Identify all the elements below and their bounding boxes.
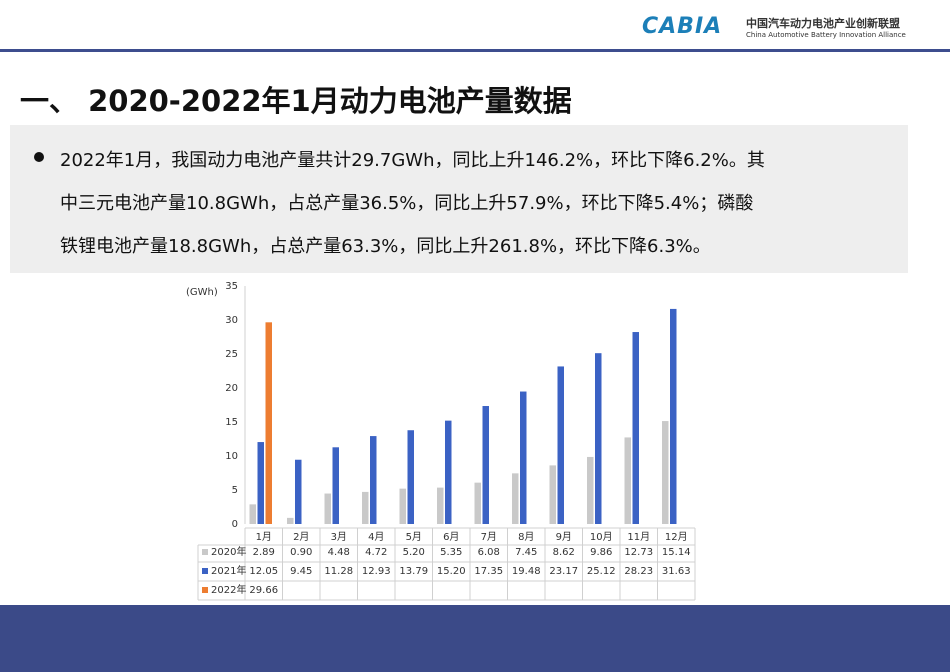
bullet-line: 中三元电池产量10.8GWh，占总产量36.5%，同比上升57.9%，环比下降5… [60, 193, 754, 214]
org-name-en: China Automotive Battery Innovation Alli… [746, 31, 906, 39]
y-tick-label: 30 [225, 315, 238, 326]
table-value: 15.14 [662, 547, 691, 558]
x-tick-label: 12月 [665, 531, 688, 543]
x-tick-label: 8月 [518, 531, 534, 543]
table-value: 12.93 [362, 566, 391, 577]
bullet-dot [34, 152, 44, 162]
table-value: 9.86 [590, 547, 612, 558]
legend-label: 2021年 [211, 564, 246, 577]
table-value: 17.35 [474, 566, 503, 577]
bar [670, 308, 677, 524]
legend-swatch [202, 549, 208, 555]
bar [362, 491, 369, 524]
table-value: 4.72 [365, 547, 387, 558]
bar [624, 437, 631, 524]
bar [474, 482, 481, 524]
table-value: 25.12 [587, 566, 616, 577]
bar [257, 442, 264, 524]
table-value: 6.08 [478, 547, 500, 558]
x-tick-label: 1月 [256, 531, 272, 543]
bar [287, 517, 294, 524]
bar [662, 421, 669, 524]
x-tick-label: 9月 [556, 531, 572, 543]
bar [437, 487, 444, 524]
bar [482, 406, 489, 524]
chart: (GWh) 0 5 10 15 20 25 30 35 1月 2月 3月 4月 5月 6月 7月 8月 9月 10… [186, 281, 696, 601]
x-tick-label: 2月 [293, 531, 309, 543]
y-tick-label: 35 [225, 281, 238, 292]
x-tick-label: 10月 [590, 531, 613, 543]
x-tick-label: 4月 [368, 531, 384, 543]
x-tick-label: 3月 [331, 531, 347, 543]
header-rule [0, 49, 950, 52]
table-value: 19.48 [512, 566, 541, 577]
y-tick-label: 5 [232, 485, 238, 496]
table-value: 2.89 [253, 547, 275, 558]
bar [520, 391, 527, 524]
x-tick-label: 7月 [481, 531, 497, 543]
table-value: 5.20 [403, 547, 425, 558]
table-value: 0.90 [290, 547, 312, 558]
bar [587, 456, 594, 524]
legend-swatch [202, 568, 208, 574]
bar [295, 459, 302, 524]
bar [324, 493, 331, 524]
legend-label: 2020年 [211, 545, 246, 558]
legend-label: 2022年 [211, 583, 246, 596]
table-value: 29.66 [249, 585, 278, 596]
table-value: 12.05 [249, 566, 278, 577]
bar [265, 322, 272, 524]
table-value: 15.20 [437, 566, 466, 577]
slide-title: 一、 2020-2022年1月动力电池产量数据 [20, 84, 572, 118]
bar [399, 488, 406, 524]
footer-band [0, 605, 950, 672]
table-value: 4.48 [328, 547, 350, 558]
bar [632, 332, 639, 524]
org-name: 中国汽车动力电池产业创新联盟 [746, 17, 900, 30]
table-value: 31.63 [662, 566, 691, 577]
table-value: 7.45 [515, 547, 537, 558]
x-tick-label: 5月 [406, 531, 422, 543]
bar [512, 473, 519, 524]
bullet-line: 2022年1月，我国动力电池产量共计29.7GWh，同比上升146.2%，环比下… [60, 150, 765, 171]
y-tick-label: 20 [225, 383, 238, 394]
table-value: 9.45 [290, 566, 312, 577]
summary-box [10, 125, 908, 273]
logo: CABIA [642, 14, 723, 39]
bar [557, 366, 564, 524]
bar [370, 436, 377, 524]
x-tick-label: 6月 [443, 531, 459, 543]
table-value: 11.28 [324, 566, 353, 577]
table-value: 5.35 [440, 547, 462, 558]
bar [445, 420, 452, 524]
bar [595, 353, 602, 524]
table-value: 8.62 [553, 547, 575, 558]
y-axis-label: (GWh) [186, 287, 218, 298]
bar [549, 465, 556, 524]
table-value: 12.73 [624, 547, 653, 558]
bar [332, 447, 339, 524]
bar [407, 430, 414, 524]
bar [249, 504, 256, 524]
table-value: 23.17 [549, 566, 578, 577]
y-tick-label: 10 [225, 451, 238, 462]
table-value: 28.23 [624, 566, 653, 577]
y-tick-label: 15 [225, 417, 238, 428]
x-tick-label: 11月 [627, 531, 650, 543]
table-value: 13.79 [399, 566, 428, 577]
y-tick-label: 0 [232, 519, 238, 530]
legend-swatch [202, 587, 208, 593]
y-tick-label: 25 [225, 349, 238, 360]
bullet-line: 铁锂电池产量18.8GWh，占总产量63.3%，同比上升261.8%，环比下降6… [60, 236, 711, 257]
